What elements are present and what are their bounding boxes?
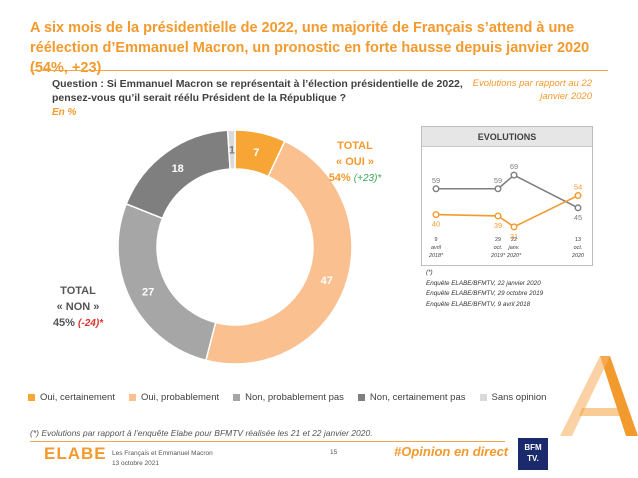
legend-item: Oui, certainement bbox=[28, 392, 115, 403]
donut-slice bbox=[226, 129, 236, 170]
footer-study: Les Français et Emmanuel Macron bbox=[112, 450, 213, 457]
legend-label: Oui, certainement bbox=[40, 392, 115, 403]
evolutions-line-chart: 59 59 69 45 40 39 31 54 9 avril 2018* 29 oct. 2019* 22… bbox=[428, 162, 584, 259]
x-tick-label: 22 bbox=[511, 237, 517, 243]
series-point bbox=[432, 211, 440, 219]
series-point bbox=[432, 185, 440, 193]
legend-item: Sans opinion bbox=[479, 392, 547, 403]
bfmtv-logo: BFM TV. bbox=[518, 438, 548, 470]
total-oui-label2: « OUI » bbox=[336, 156, 374, 168]
point-label: 45 bbox=[574, 213, 582, 222]
donut-slice-label: 7 bbox=[253, 147, 259, 159]
page-title: A six mois de la présidentielle de 2022,… bbox=[30, 20, 590, 76]
footnote: (*) Evolutions par rapport à l’enquête E… bbox=[30, 428, 373, 438]
legend-item: Non, certainement pas bbox=[357, 392, 466, 403]
footer-divider bbox=[30, 441, 505, 442]
series-point bbox=[574, 192, 582, 200]
evolutions-title: EVOLUTIONS bbox=[422, 127, 592, 147]
point-label: 59 bbox=[494, 176, 502, 185]
legend-label: Non, probablement pas bbox=[245, 392, 344, 403]
x-tick-label: 2018* bbox=[428, 253, 444, 259]
source-item: Enquête ELABE/BFMTV, 9 avril 2018 bbox=[426, 300, 531, 308]
point-label: 59 bbox=[432, 176, 440, 185]
evolutions-panel: EVOLUTIONS 59 59 69 45 40 39 31 54 9 avril 2018* 29… bbox=[421, 126, 593, 266]
legend-label: Non, certainement pas bbox=[369, 392, 466, 403]
legend-label: Sans opinion bbox=[491, 392, 547, 403]
series-point bbox=[510, 171, 518, 179]
total-oui-value: 54% bbox=[328, 172, 351, 184]
donut-slice-label: 27 bbox=[142, 286, 154, 298]
hashtag: #Opinion en direct bbox=[394, 444, 509, 459]
sources-note: (*) bbox=[426, 269, 433, 276]
x-tick-label: oct. bbox=[574, 245, 583, 251]
legend-swatch bbox=[479, 394, 487, 401]
series-point bbox=[574, 204, 582, 212]
survey-question: Question : Si Emmanuel Macron se représe… bbox=[52, 78, 463, 104]
sources-list: (*) Enquête ELABE/BFMTV, 22 janvier 2020… bbox=[426, 268, 606, 310]
x-tick-label: 9 bbox=[435, 237, 438, 243]
total-oui-delta: (+23)* bbox=[353, 173, 382, 184]
footer-meta: Les Français et Emmanuel Macron 13 octob… bbox=[112, 449, 213, 469]
donut-slice bbox=[117, 202, 217, 362]
legend-swatch bbox=[233, 394, 241, 401]
page-number: 15 bbox=[330, 449, 338, 456]
elabe-logo: ELABE bbox=[44, 444, 107, 463]
total-non-delta: (-24)* bbox=[78, 318, 104, 329]
series-point bbox=[494, 212, 502, 220]
donut-slice-label: 47 bbox=[321, 275, 333, 287]
source-item: Enquête ELABE/BFMTV, 22 janvier 2020 bbox=[426, 279, 541, 287]
x-tick-label: 2019* bbox=[490, 253, 506, 259]
series-line bbox=[436, 174, 579, 209]
point-label: 39 bbox=[494, 221, 502, 230]
legend-swatch bbox=[128, 394, 136, 401]
donut-slice bbox=[204, 140, 353, 365]
chart-legend: Oui, certainement Oui, probablement Non,… bbox=[28, 392, 628, 403]
legend-label: Oui, probablement bbox=[140, 392, 220, 403]
legend-swatch bbox=[28, 394, 35, 401]
donut-chart: 7 47 27 18 1 bbox=[117, 129, 353, 365]
bfm-logo-line2: TV. bbox=[527, 454, 539, 463]
series-point bbox=[494, 185, 502, 193]
x-tick-label: avril bbox=[431, 245, 442, 251]
x-tick-label: 13 bbox=[575, 237, 581, 243]
total-non-label2: « NON » bbox=[56, 301, 100, 313]
total-non: TOTAL « NON » 45% (-24)* bbox=[28, 283, 128, 332]
point-label: 40 bbox=[432, 220, 440, 229]
legend-swatch bbox=[357, 394, 365, 401]
source-item: Enquête ELABE/BFMTV, 29 octobre 2019 bbox=[426, 290, 544, 297]
series-line bbox=[435, 194, 579, 228]
x-tick-label: 2020 bbox=[571, 253, 584, 259]
title-divider bbox=[30, 70, 608, 71]
donut-slice-label: 1 bbox=[229, 145, 235, 157]
donut-slice-label: 18 bbox=[172, 163, 184, 175]
evolutions-note: Evolutions par rapport au 22 janvier 202… bbox=[472, 78, 592, 102]
total-oui: TOTAL « OUI » 54% (+23)* bbox=[300, 138, 410, 187]
legend-item: Oui, probablement bbox=[128, 392, 220, 403]
footer-date: 13 octobre 2021 bbox=[112, 460, 159, 467]
legend-item: Non, probablement pas bbox=[233, 392, 344, 403]
point-label: 54 bbox=[574, 183, 582, 192]
bfm-logo-line1: BFM bbox=[524, 443, 542, 452]
x-tick-label: oct. bbox=[494, 245, 503, 251]
decorative-a-shape bbox=[560, 356, 638, 436]
unit-label: En % bbox=[52, 107, 77, 118]
x-tick-label: 29 bbox=[495, 237, 501, 243]
decorative-stroke bbox=[600, 356, 638, 436]
total-oui-label1: TOTAL bbox=[337, 140, 373, 152]
point-label: 31 bbox=[510, 232, 518, 241]
total-non-value: 45% bbox=[52, 317, 75, 329]
total-non-label1: TOTAL bbox=[60, 285, 96, 297]
decorative-stroke bbox=[579, 408, 624, 416]
decorative-stroke bbox=[560, 356, 610, 436]
x-tick-label: 2020* bbox=[506, 253, 522, 259]
series-point bbox=[510, 223, 518, 231]
x-tick-label: janv. bbox=[508, 245, 520, 251]
point-label: 69 bbox=[510, 162, 518, 171]
